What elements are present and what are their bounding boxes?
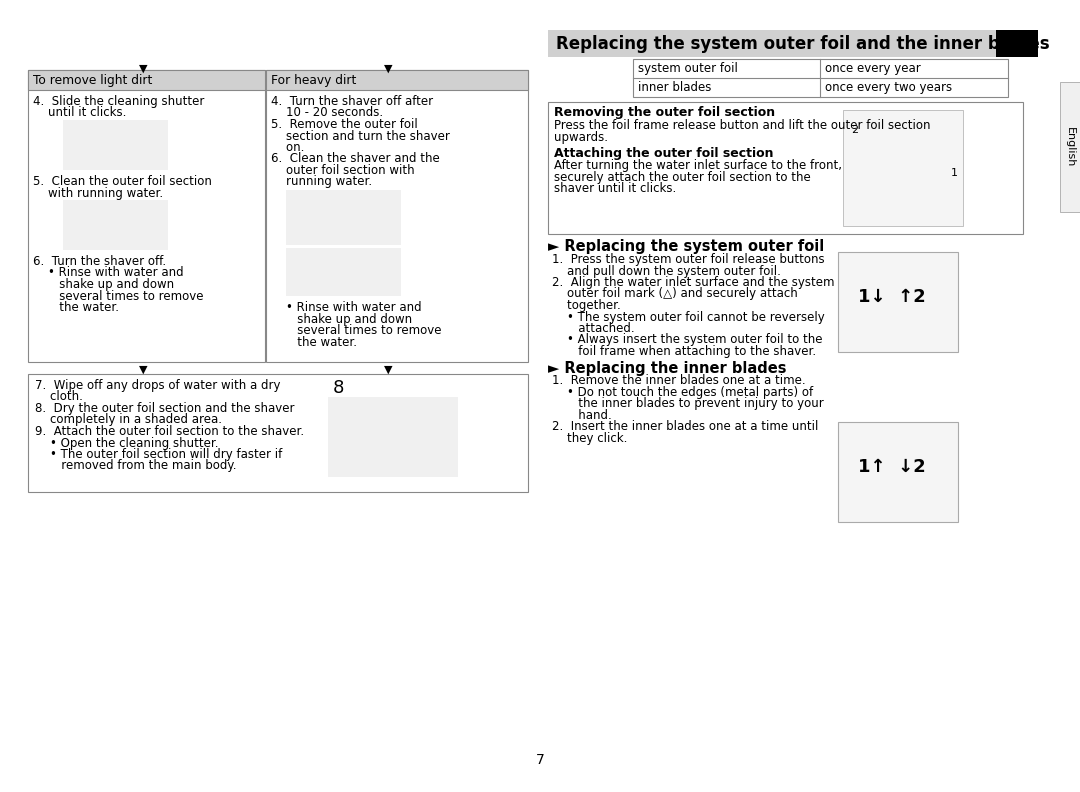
- Text: the water.: the water.: [33, 301, 119, 314]
- Text: shaver until it clicks.: shaver until it clicks.: [554, 182, 676, 196]
- Text: the water.: the water.: [271, 336, 357, 348]
- Text: with running water.: with running water.: [33, 186, 163, 200]
- Text: together.: together.: [552, 299, 621, 312]
- Text: 6.  Clean the shaver and the: 6. Clean the shaver and the: [271, 153, 440, 166]
- Text: • Rinse with water and: • Rinse with water and: [33, 266, 184, 280]
- Text: 4.  Slide the cleaning shutter: 4. Slide the cleaning shutter: [33, 95, 204, 108]
- Text: several times to remove: several times to remove: [271, 324, 442, 337]
- Text: once every year: once every year: [825, 62, 921, 75]
- Text: the inner blades to prevent injury to your: the inner blades to prevent injury to yo…: [552, 398, 824, 410]
- Text: • The outer foil section will dry faster if: • The outer foil section will dry faster…: [35, 448, 282, 461]
- Text: 7.  Wipe off any drops of water with a dry: 7. Wipe off any drops of water with a dr…: [35, 379, 281, 392]
- Text: outer foil section with: outer foil section with: [271, 164, 415, 177]
- Text: outer foil mark (△) and securely attach: outer foil mark (△) and securely attach: [552, 287, 798, 300]
- Text: on.: on.: [271, 141, 305, 154]
- Text: securely attach the outer foil section to the: securely attach the outer foil section t…: [554, 171, 811, 184]
- Text: shake up and down: shake up and down: [33, 278, 174, 291]
- Bar: [548, 102, 1023, 234]
- Bar: [548, 30, 996, 57]
- Bar: [28, 70, 265, 90]
- Text: until it clicks.: until it clicks.: [33, 106, 126, 120]
- Text: hand.: hand.: [552, 409, 611, 422]
- Text: 5.  Clean the outer foil section: 5. Clean the outer foil section: [33, 175, 212, 188]
- Text: 1: 1: [951, 168, 958, 178]
- Text: shake up and down: shake up and down: [271, 313, 413, 326]
- Text: ► Replacing the inner blades: ► Replacing the inner blades: [548, 360, 786, 375]
- Text: 4.  Turn the shaver off after: 4. Turn the shaver off after: [271, 95, 433, 108]
- Text: inner blades: inner blades: [638, 81, 712, 94]
- Bar: [266, 70, 528, 90]
- Text: • The system outer foil cannot be reversely: • The system outer foil cannot be revers…: [552, 310, 825, 323]
- Text: 2.  Align the water inlet surface and the system: 2. Align the water inlet surface and the…: [552, 276, 835, 289]
- Text: Removing the outer foil section: Removing the outer foil section: [554, 106, 775, 119]
- Bar: [328, 397, 458, 477]
- Text: English: English: [1065, 127, 1075, 167]
- Bar: [63, 200, 168, 250]
- Text: • Do not touch the edges (metal parts) of: • Do not touch the edges (metal parts) o…: [552, 386, 813, 399]
- Text: 1↑  ↓2: 1↑ ↓2: [858, 458, 926, 476]
- Text: 1.  Press the system outer foil release buttons: 1. Press the system outer foil release b…: [552, 253, 825, 266]
- Text: After turning the water inlet surface to the front,: After turning the water inlet surface to…: [554, 159, 842, 173]
- Text: ▼: ▼: [383, 64, 392, 74]
- Text: 8: 8: [333, 379, 345, 397]
- Bar: [996, 30, 1038, 57]
- Bar: [1059, 82, 1080, 212]
- Bar: [63, 120, 168, 170]
- Text: ▼: ▼: [138, 365, 147, 375]
- Text: removed from the main body.: removed from the main body.: [35, 459, 237, 473]
- Text: 8.  Dry the outer foil section and the shaver: 8. Dry the outer foil section and the sh…: [35, 402, 295, 415]
- Text: 2.  Insert the inner blades one at a time until: 2. Insert the inner blades one at a time…: [552, 421, 819, 433]
- Bar: [28, 70, 265, 362]
- Text: To remove light dirt: To remove light dirt: [33, 74, 152, 87]
- Text: 7: 7: [536, 753, 544, 767]
- Bar: [28, 374, 528, 492]
- Text: • Always insert the system outer foil to the: • Always insert the system outer foil to…: [552, 333, 823, 347]
- Text: foil frame when attaching to the shaver.: foil frame when attaching to the shaver.: [552, 345, 816, 358]
- Text: section and turn the shaver: section and turn the shaver: [271, 130, 450, 143]
- Text: they click.: they click.: [552, 432, 627, 445]
- Text: For heavy dirt: For heavy dirt: [271, 74, 356, 87]
- Bar: [286, 190, 401, 245]
- Text: 1↓  ↑2: 1↓ ↑2: [858, 288, 926, 306]
- Text: completely in a shaded area.: completely in a shaded area.: [35, 413, 222, 427]
- Text: 1.  Remove the inner blades one at a time.: 1. Remove the inner blades one at a time…: [552, 375, 806, 387]
- Text: 5.  Remove the outer foil: 5. Remove the outer foil: [271, 118, 418, 131]
- Bar: [266, 70, 528, 362]
- Text: running water.: running water.: [271, 176, 373, 188]
- Text: 6.  Turn the shaver off.: 6. Turn the shaver off.: [33, 255, 166, 268]
- Bar: [843, 110, 963, 226]
- Bar: [633, 59, 1008, 97]
- Text: upwards.: upwards.: [554, 131, 608, 143]
- Text: ▼: ▼: [383, 365, 392, 375]
- Text: 9.  Attach the outer foil section to the shaver.: 9. Attach the outer foil section to the …: [35, 425, 305, 438]
- Text: • Rinse with water and: • Rinse with water and: [271, 301, 421, 314]
- Text: Replacing the system outer foil and the inner blades: Replacing the system outer foil and the …: [556, 35, 1050, 53]
- Text: and pull down the system outer foil.: and pull down the system outer foil.: [552, 265, 781, 277]
- Text: • Open the cleaning shutter.: • Open the cleaning shutter.: [35, 436, 218, 450]
- Bar: [838, 422, 958, 522]
- Bar: [838, 252, 958, 352]
- Text: ▼: ▼: [138, 64, 147, 74]
- Text: cloth.: cloth.: [35, 390, 83, 403]
- Text: Press the foil frame release button and lift the outer foil section: Press the foil frame release button and …: [554, 119, 931, 132]
- Text: 10 - 20 seconds.: 10 - 20 seconds.: [271, 106, 383, 120]
- Text: 2: 2: [851, 125, 859, 135]
- Text: several times to remove: several times to remove: [33, 290, 203, 303]
- Text: attached.: attached.: [552, 322, 635, 335]
- Text: once every two years: once every two years: [825, 81, 953, 94]
- Text: Attaching the outer foil section: Attaching the outer foil section: [554, 147, 773, 159]
- Bar: [286, 248, 401, 296]
- Text: ► Replacing the system outer foil: ► Replacing the system outer foil: [548, 239, 824, 254]
- Text: system outer foil: system outer foil: [638, 62, 738, 75]
